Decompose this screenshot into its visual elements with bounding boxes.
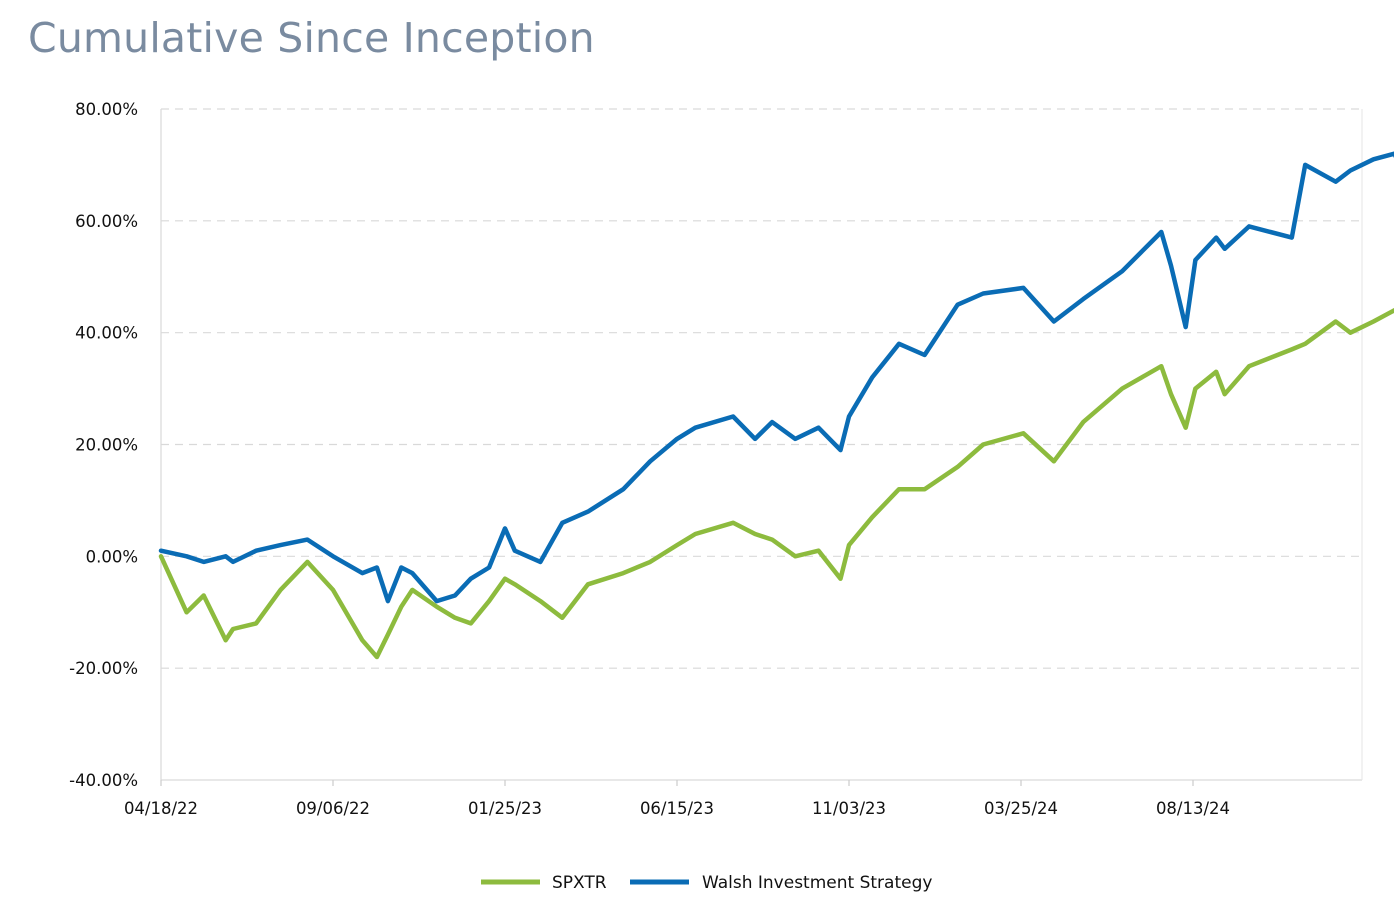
chart-title: Cumulative Since Inception: [28, 14, 595, 62]
axes: [160, 109, 1363, 786]
series-lines: [158, 151, 1394, 660]
y-tick-labels: -40.00% -20.00% 0.00% 20.00% 40.00% 60.00% 80.…: [69, 100, 138, 790]
x-tick-label: 01/25/23: [468, 799, 542, 818]
x-tick-label: 04/18/22: [124, 799, 198, 818]
legend: SPXTR Walsh Investment Strategy: [481, 873, 932, 893]
series-line-spxtr: [158, 308, 1394, 660]
y-tick-label: 20.00%: [75, 436, 138, 455]
y-tick-label: 40.00%: [75, 324, 138, 343]
gridlines: [161, 108, 1362, 669]
x-tick-label: 08/13/24: [1156, 799, 1230, 818]
y-tick-label: -20.00%: [69, 659, 138, 678]
y-tick-label: 60.00%: [75, 212, 138, 231]
x-tick-labels: 04/18/22 09/06/22 01/25/23 06/15/23 11/03/23…: [124, 799, 1230, 818]
x-tick-label: 11/03/23: [812, 799, 886, 818]
legend-label: Walsh Investment Strategy: [702, 873, 932, 893]
x-tick-label: 03/25/24: [984, 799, 1058, 818]
y-tick-label: 0.00%: [86, 547, 138, 566]
y-tick-label: -40.00%: [69, 771, 138, 790]
series-line-walsh: [158, 151, 1394, 604]
x-tick-label: 06/15/23: [640, 799, 714, 818]
y-tick-label: 80.00%: [75, 100, 138, 119]
x-tick-label: 09/06/22: [296, 799, 370, 818]
legend-label: SPXTR: [552, 873, 607, 893]
